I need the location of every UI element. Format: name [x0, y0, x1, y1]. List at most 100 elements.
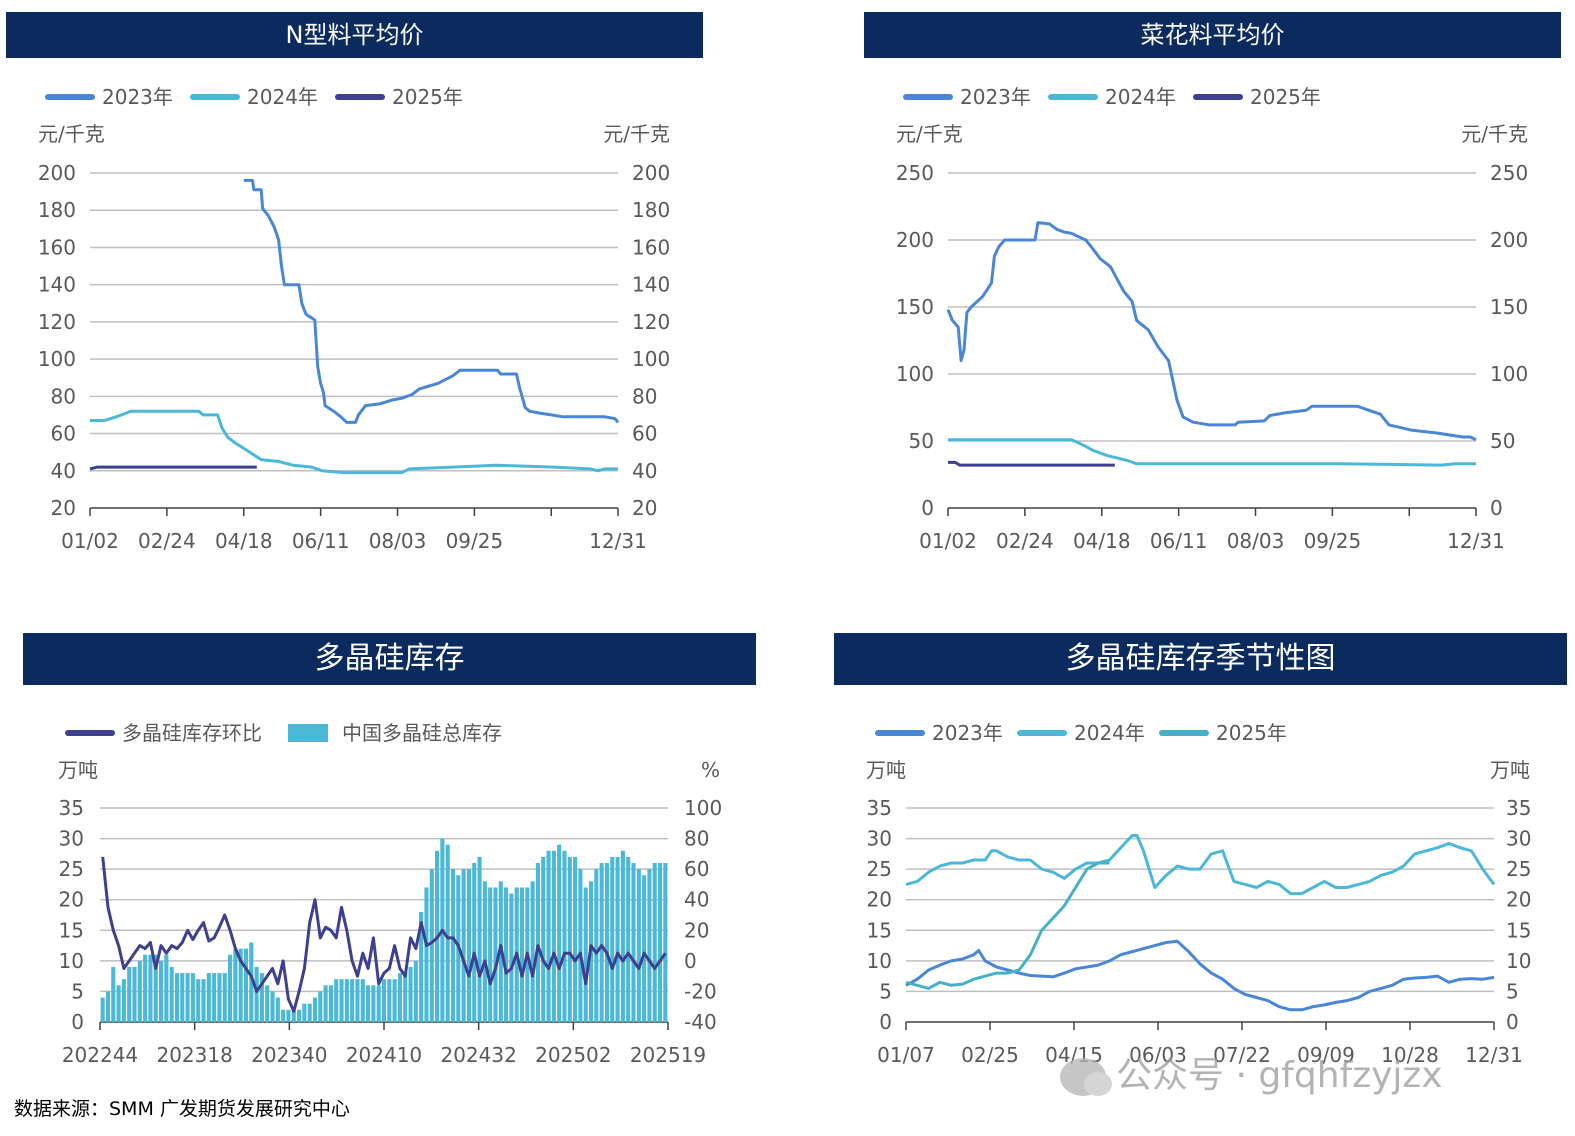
right-axis-unit: 万吨 — [1490, 758, 1530, 782]
inventory-bar — [121, 979, 126, 1022]
inventory-bar — [557, 844, 562, 1022]
inventory-bar — [137, 960, 142, 1022]
inventory-bar — [111, 966, 116, 1022]
inventory-bar — [371, 985, 376, 1022]
y-tick-label-right: 250 — [1490, 161, 1528, 185]
inventory-bar — [206, 973, 211, 1022]
x-tick-label: 04/18 — [1073, 529, 1131, 553]
legend-label: 2025年 — [1216, 721, 1287, 745]
inventory-bar — [573, 856, 578, 1022]
legend-swatch — [288, 724, 328, 742]
y-tick-label-left: 200 — [896, 228, 934, 252]
x-tick-label: 02/24 — [138, 529, 196, 553]
x-tick-label: 202340 — [251, 1043, 327, 1067]
y-tick-label-right: 40 — [632, 459, 657, 483]
x-tick-label: 09/09 — [1297, 1043, 1355, 1067]
inventory-bar — [642, 875, 647, 1022]
inventory-bar — [392, 979, 397, 1022]
y-tick-label-right: 80 — [684, 827, 709, 851]
y-tick-label-right: 20 — [632, 496, 657, 520]
inventory-bar — [259, 973, 264, 1022]
y-tick-label-right: 100 — [632, 347, 670, 371]
inventory-bar — [583, 887, 588, 1022]
x-tick-label: 09/25 — [446, 529, 504, 553]
legend-label: 2025年 — [1250, 85, 1321, 109]
x-tick-label: 01/02 — [919, 529, 977, 553]
y-tick-label-right: 80 — [632, 384, 657, 408]
legend-label: 多晶硅库存环比 — [122, 721, 262, 745]
chart-title-banner: 菜花料平均价 — [864, 12, 1561, 58]
x-tick-label: 01/07 — [877, 1043, 935, 1067]
inventory-bar — [249, 942, 254, 1022]
inventory-bar — [424, 887, 429, 1022]
legend-label: 2024年 — [247, 85, 318, 109]
x-tick-label: 08/03 — [369, 529, 427, 553]
y-tick-label-left: 50 — [909, 429, 934, 453]
left-axis-unit: 万吨 — [58, 758, 98, 782]
inventory-bar — [196, 979, 201, 1022]
y-tick-label-right: 20 — [684, 918, 709, 942]
inventory-bar — [541, 856, 546, 1022]
inventory-bar — [233, 948, 238, 1022]
x-tick-label: 12/31 — [1465, 1043, 1523, 1067]
y-tick-label-right: 0 — [1506, 1010, 1519, 1034]
y-tick-label-left: 60 — [51, 422, 76, 446]
inventory-bar — [530, 881, 535, 1022]
y-tick-label-right: 10 — [1506, 949, 1531, 973]
x-tick-label: 06/11 — [1150, 529, 1208, 553]
y-tick-label-left: 200 — [38, 161, 76, 185]
inventory-bar — [217, 973, 222, 1022]
y-tick-label-left: 30 — [59, 827, 84, 851]
y-tick-label-right: 5 — [1506, 979, 1519, 1003]
series-line-2025年 — [948, 460, 1115, 467]
inventory-bar — [212, 973, 217, 1022]
inventory-bar — [652, 863, 657, 1022]
inventory-bar — [201, 979, 206, 1022]
inventory-bar — [546, 850, 551, 1022]
y-tick-label-left: 150 — [896, 295, 934, 319]
inventory-bar — [228, 954, 233, 1022]
inventory-bar — [302, 1003, 307, 1022]
inventory-bar — [100, 997, 105, 1022]
y-tick-label-right: 180 — [632, 198, 670, 222]
x-tick-label: 10/28 — [1381, 1043, 1439, 1067]
left-axis-unit: 万吨 — [866, 758, 906, 782]
y-tick-label-right: -20 — [684, 979, 717, 1003]
y-tick-label-right: 50 — [1490, 429, 1515, 453]
legend-label: 2023年 — [102, 85, 173, 109]
y-tick-label-left: 100 — [38, 347, 76, 371]
inventory-bar — [254, 966, 259, 1022]
y-tick-label-right: 0 — [684, 949, 697, 973]
x-tick-label: 06/11 — [292, 529, 350, 553]
x-tick-label: 04/18 — [215, 529, 273, 553]
y-tick-label-right: 0 — [1490, 496, 1503, 520]
y-tick-label-left: 35 — [59, 796, 84, 820]
y-tick-label-left: 20 — [59, 888, 84, 912]
x-tick-label: 08/03 — [1227, 529, 1285, 553]
x-tick-label: 202519 — [630, 1043, 706, 1067]
inventory-bar — [185, 973, 190, 1022]
left-axis-unit: 元/千克 — [38, 122, 105, 146]
inventory-bar — [275, 997, 280, 1022]
y-tick-label-left: 10 — [867, 949, 892, 973]
x-tick-label: 06/03 — [1129, 1043, 1187, 1067]
legend-label: 中国多晶硅总库存 — [342, 721, 502, 745]
inventory-bar — [270, 991, 275, 1022]
series-line-2024年 — [948, 438, 1476, 467]
y-tick-label-right: 40 — [684, 888, 709, 912]
inventory-bar — [376, 985, 381, 1022]
inventory-bar — [366, 985, 371, 1022]
inventory-bar — [482, 881, 487, 1022]
legend-label: 2023年 — [960, 85, 1031, 109]
legend-label: 2024年 — [1074, 721, 1145, 745]
inventory-bar — [504, 887, 509, 1022]
inventory-bar — [180, 973, 185, 1022]
y-tick-label-left: 35 — [867, 796, 892, 820]
y-tick-label-left: 15 — [867, 918, 892, 942]
inventory-bar — [238, 948, 243, 1022]
inventory-bar — [408, 966, 413, 1022]
chart-title: 菜花料平均价 — [1140, 21, 1285, 49]
